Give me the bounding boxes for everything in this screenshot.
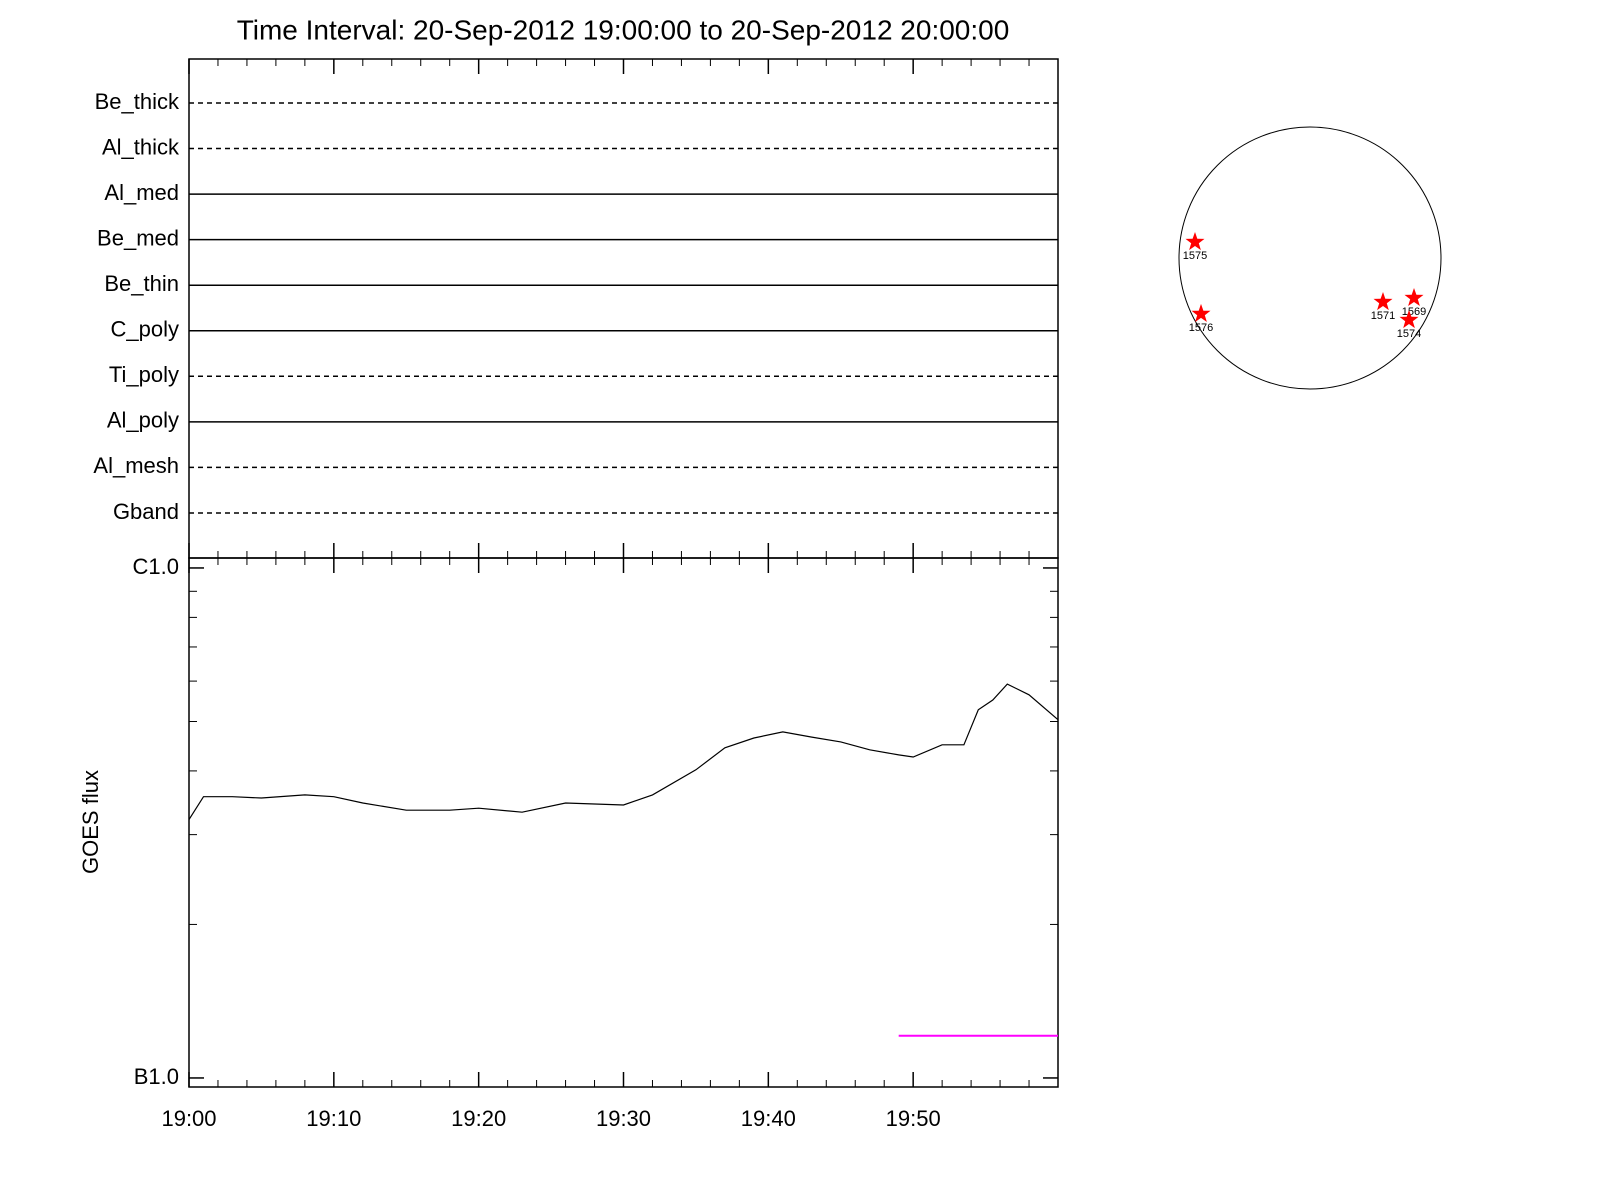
- filter-label: C_poly: [111, 317, 179, 342]
- y-tick-label: B1.0: [134, 1064, 179, 1089]
- filter-label: Gband: [113, 499, 179, 524]
- goes-flux-line: [188, 683, 1059, 820]
- x-tick-label: 19:30: [596, 1106, 651, 1131]
- solar-disk: [1178, 126, 1442, 390]
- region-star: [1399, 310, 1419, 329]
- region-star: [1185, 232, 1205, 251]
- filter-label: Be_thick: [95, 89, 180, 114]
- region-label: 1574: [1397, 328, 1421, 340]
- filter-label: Al_thick: [102, 134, 180, 159]
- filter-panel-frame: [188, 58, 1059, 559]
- y-tick-label: C1.0: [133, 554, 179, 579]
- filter-label: Al_mesh: [93, 453, 179, 478]
- region-label: 1569: [1402, 306, 1426, 318]
- x-tick-label: 19:00: [161, 1106, 216, 1131]
- filter-label: Al_med: [104, 180, 179, 205]
- region-star: [1404, 288, 1424, 306]
- x-tick-label: 19:50: [886, 1106, 941, 1131]
- goes-panel-frame: [188, 557, 1059, 1088]
- region-star: [1191, 303, 1211, 322]
- region-label: 1575: [1183, 250, 1207, 262]
- region-label: 1576: [1189, 322, 1213, 334]
- filter-label: Be_thin: [104, 271, 179, 296]
- x-tick-label: 19:20: [451, 1106, 506, 1131]
- filter-label: Ti_poly: [109, 362, 179, 387]
- y-axis-label: GOES flux: [78, 770, 103, 874]
- filter-label: Be_med: [97, 225, 179, 250]
- region-label: 1571: [1371, 310, 1395, 322]
- x-tick-label: 19:40: [741, 1106, 796, 1131]
- region-star: [1373, 292, 1393, 311]
- x-tick-label: 19:10: [306, 1106, 361, 1131]
- filter-label: Al_poly: [107, 408, 179, 433]
- chart-title: Time Interval: 20-Sep-2012 19:00:00 to 2…: [237, 14, 1010, 45]
